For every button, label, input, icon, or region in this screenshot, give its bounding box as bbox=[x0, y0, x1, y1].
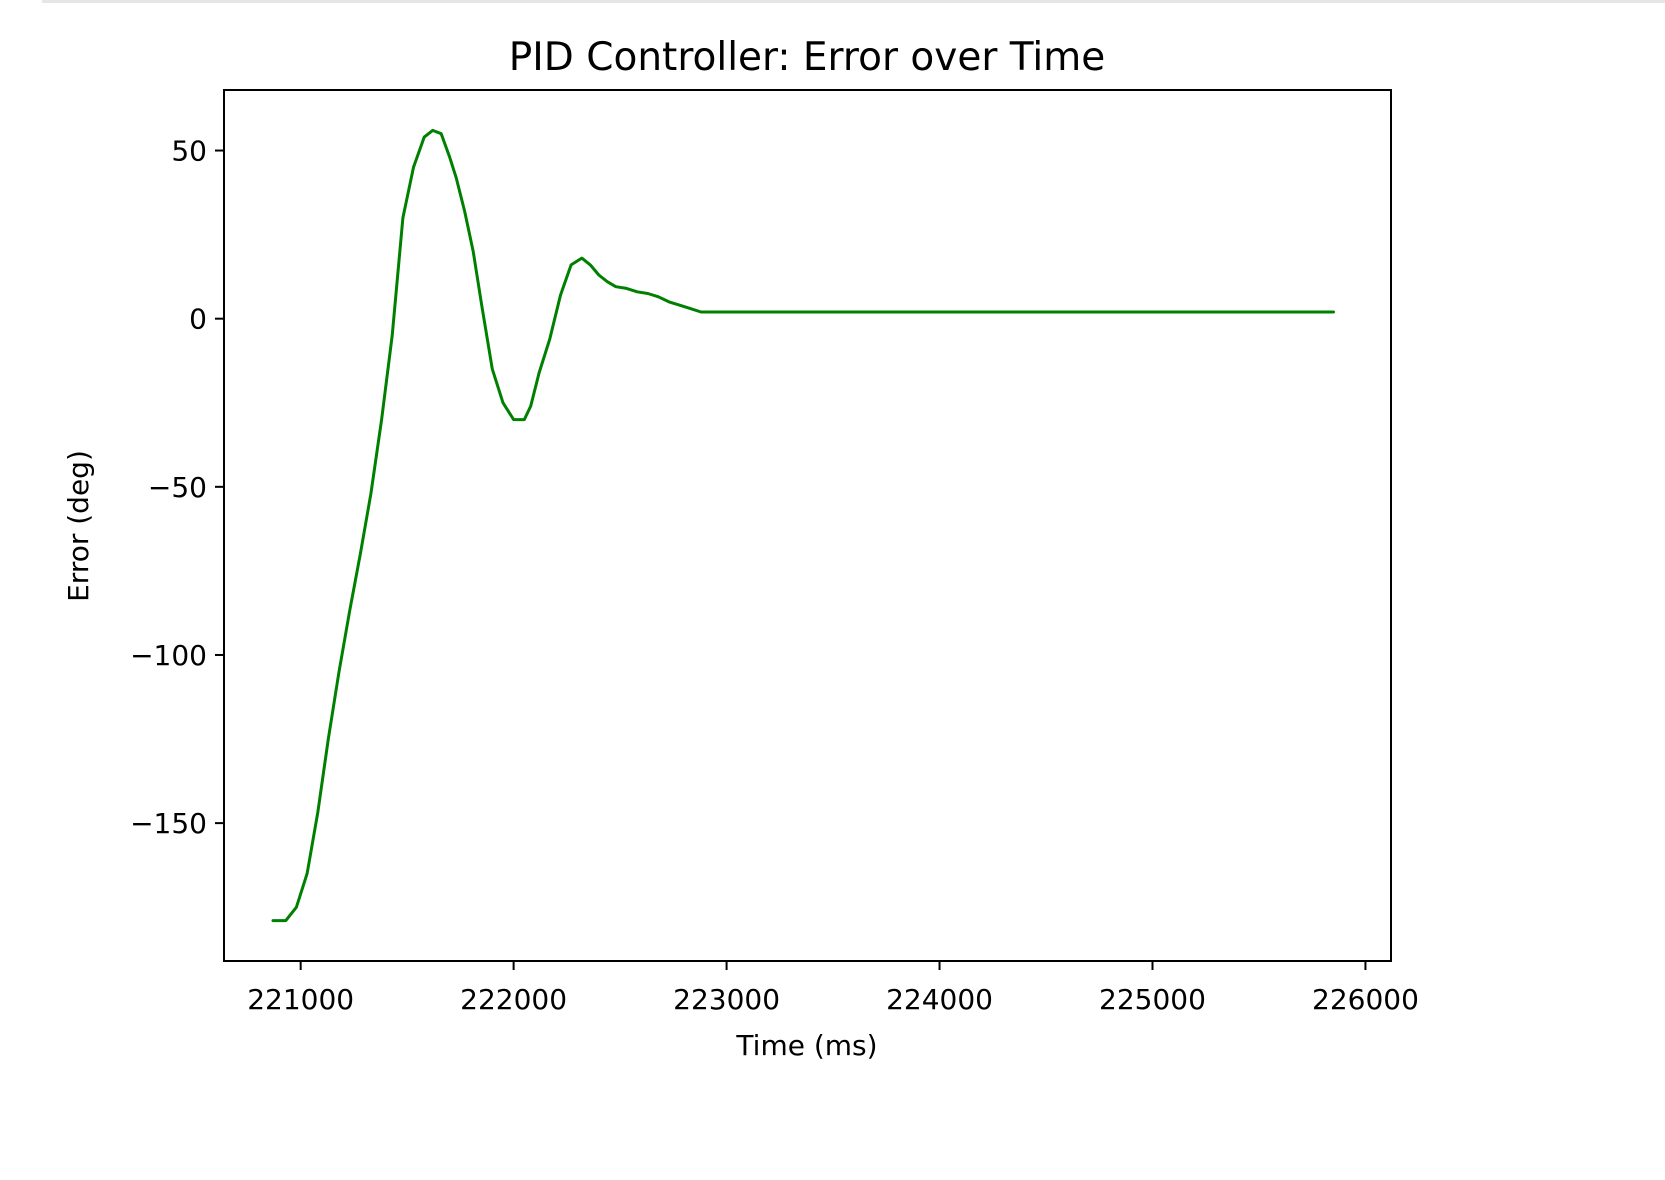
y-tick-label: −150 bbox=[130, 807, 207, 840]
chart-title: PID Controller: Error over Time bbox=[509, 35, 1105, 80]
plot-frame bbox=[223, 89, 1392, 962]
x-tick-label: 225000 bbox=[1099, 983, 1206, 1016]
x-tick-label: 224000 bbox=[886, 983, 993, 1016]
y-tick-label: 50 bbox=[171, 135, 207, 168]
x-tick-label: 223000 bbox=[673, 983, 780, 1016]
y-tick-label: −100 bbox=[130, 639, 207, 672]
y-tick-label: −50 bbox=[148, 471, 207, 504]
x-axis-label: Time (ms) bbox=[735, 1029, 877, 1062]
x-tick-label: 221000 bbox=[247, 983, 354, 1016]
x-tick-label: 222000 bbox=[460, 983, 567, 1016]
y-axis-label: Error (deg) bbox=[62, 450, 95, 602]
x-tick-label: 226000 bbox=[1312, 983, 1419, 1016]
error-series-line bbox=[271, 128, 1335, 923]
y-tick-label: 0 bbox=[189, 303, 207, 336]
top-rule bbox=[42, 0, 1665, 3]
